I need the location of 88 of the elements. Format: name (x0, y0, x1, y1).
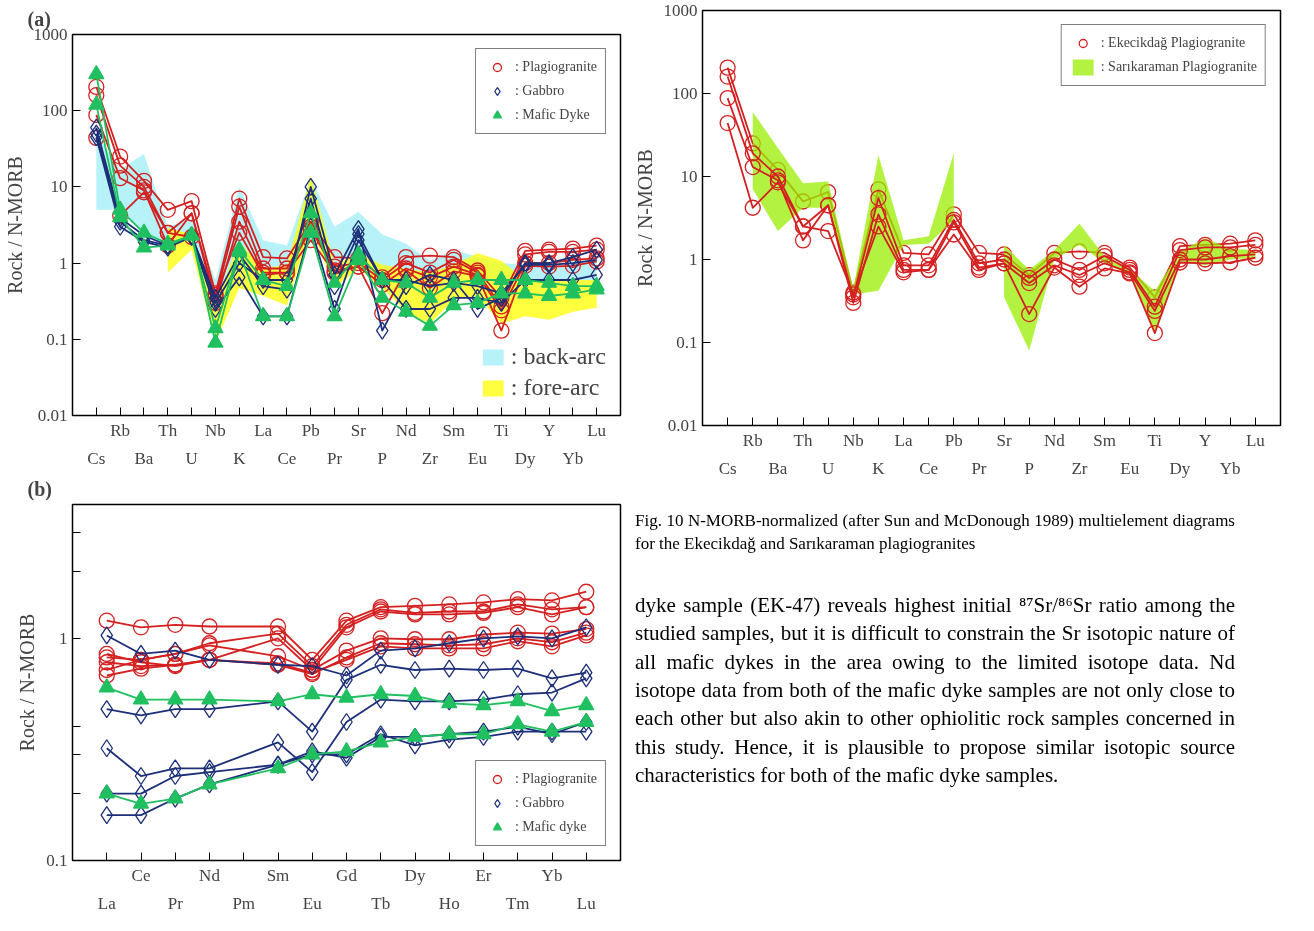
x-tick-label: Er (475, 865, 492, 885)
x-tick-label: Ce (131, 865, 151, 885)
x-tick-label: Nd (199, 865, 221, 885)
x-tick-label: Lu (1245, 430, 1266, 450)
x-tick-label: Tm (505, 893, 530, 913)
x-tick-label: Rb (742, 430, 763, 450)
x-tick-label: Pb (301, 420, 320, 440)
x-tick-label: Ba (768, 458, 788, 478)
legend-label: : Plagiogranite (514, 59, 597, 75)
x-tick-label: Th (158, 420, 178, 440)
x-tick-label: Dy (514, 448, 537, 468)
y-tick-label: 1000 (663, 1, 698, 20)
x-tick-label: Zr (1071, 458, 1088, 478)
x-tick-label: K (233, 448, 247, 468)
y-tick-label: 0.1 (46, 851, 68, 870)
x-tick-label: Yb (1219, 458, 1241, 478)
x-tick-label: Sm (266, 865, 290, 885)
x-tick-label: Rb (110, 420, 131, 440)
x-tick-label: P (1024, 458, 1034, 478)
x-tick-label: Pb (944, 430, 963, 450)
y-tick-label: 1 (59, 253, 68, 273)
x-tick-label: Ba (134, 448, 154, 468)
y-tick-label: 0.1 (676, 333, 698, 352)
x-tick-label: Sr (350, 420, 367, 440)
x-tick-label: Y (1198, 430, 1212, 450)
x-tick-label: Ti (494, 420, 509, 440)
x-tick-label: Pr (327, 448, 343, 468)
x-tick-label: Zr (421, 448, 439, 468)
x-tick-label: Cs (87, 448, 106, 468)
x-tick-label: Eu (1120, 458, 1140, 478)
legend-label: : back-arc (510, 343, 606, 370)
x-tick-label: Yb (541, 865, 563, 885)
text: dyke sample (EK-47) reveals highest initial ⁸⁷Sr/⁸⁶Sr ratio among the studied samples, but it is difficult to constrain the Sr isotopic nature of all mafic dykes in the area owing to the limited isotope data. Nd isotope data from both of the mafic dyke samples are not only close to each other but also akin to other ophiolitic rock samples concerned in this study. Hence, it is plausible to propose similar isotopic source characteristics for both of the mafic dyke samples. (635, 591, 1235, 789)
y-tick-label: 100 (672, 84, 698, 103)
legend-label: : Plagiogranite (514, 771, 597, 787)
x-tick-label: Tb (371, 893, 391, 913)
legend-label: : fore-arc (510, 374, 600, 401)
legend-label: : Mafic Dyke (514, 107, 590, 123)
x-tick-label: La (894, 430, 913, 450)
x-tick-label: Nd (395, 420, 417, 440)
legend-label: : Mafic dyke (514, 819, 587, 835)
x-tick-label: La (254, 420, 273, 440)
y-tick-label: 1 (59, 628, 68, 648)
chart-title: (b) (27, 477, 52, 501)
x-tick-label: Pm (232, 893, 256, 913)
caption: Fig. 10 N-MORB-normalized (after Sun and McDonough 1989) multielement diagrams for the Ekecikdağ and Sarıkaraman plagiogranites (635, 510, 1235, 555)
legend-label: : Gabbro (514, 83, 565, 99)
x-tick-label: Sm (442, 420, 466, 440)
x-tick-label: U (185, 448, 198, 468)
legend-label: : Ekecikdağ Plagiogranite (1100, 35, 1246, 51)
x-tick-label: Lu (587, 420, 607, 440)
x-tick-label: Eu (468, 448, 488, 468)
x-tick-label: U (822, 458, 835, 478)
x-tick-label: Dy (1169, 458, 1191, 478)
x-tick-label: Sm (1093, 430, 1116, 450)
y-axis-title: Rock / N-MORB (16, 613, 39, 752)
x-tick-label: Pr (167, 893, 184, 913)
x-tick-label: Ce (919, 458, 939, 478)
x-tick-label: Gd (336, 865, 358, 885)
x-tick-label: Nb (842, 430, 864, 450)
x-tick-label: Ti (1147, 430, 1163, 450)
y-tick-label: 0.1 (46, 329, 68, 349)
x-tick-label: Dy (404, 865, 426, 885)
legend-label: : Sarıkaraman Plagiogranite (1100, 59, 1257, 75)
x-tick-label: Pr (971, 458, 987, 478)
y-tick-label: 10 (50, 177, 68, 197)
x-tick-label: K (872, 458, 886, 478)
x-tick-label: Sr (996, 430, 1012, 450)
y-tick-label: 1 (689, 250, 698, 269)
x-tick-label: Cs (718, 458, 737, 478)
x-tick-label: Ce (277, 448, 297, 468)
x-tick-label: Th (793, 430, 813, 450)
x-tick-label: P (377, 448, 387, 468)
legend-label: : Gabbro (514, 795, 565, 811)
x-tick-label: Ho (438, 893, 460, 913)
x-tick-label: Nb (205, 420, 226, 440)
y-tick-label: 100 (42, 101, 68, 121)
y-axis-title: Rock / N-MORB (3, 156, 26, 294)
x-tick-label: Y (542, 420, 556, 440)
x-tick-label: Lu (576, 893, 597, 913)
y-tick-label: 0.01 (37, 406, 68, 425)
y-tick-label: 0.01 (667, 416, 698, 435)
x-tick-label: Eu (302, 893, 323, 913)
y-axis-title: Rock / N-MORB (633, 149, 656, 287)
x-tick-label: Nd (1043, 430, 1066, 450)
y-tick-label: 10 (680, 167, 698, 186)
x-tick-label: Yb (562, 448, 584, 468)
x-tick-label: La (97, 893, 117, 913)
